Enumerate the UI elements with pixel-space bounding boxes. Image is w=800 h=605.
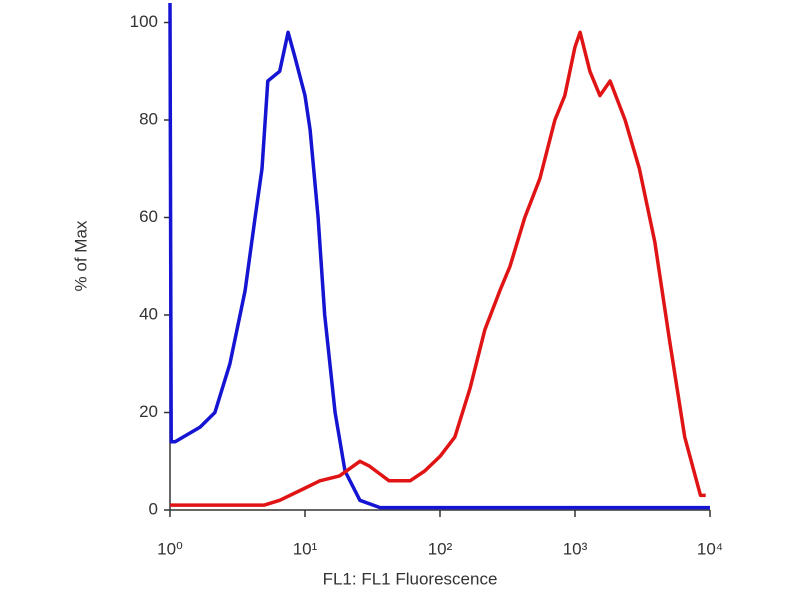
series-line — [170, 30, 706, 507]
x-tick-label: 10⁰ — [157, 539, 183, 558]
x-tick-label: 10² — [428, 539, 453, 558]
y-tick-label: 80 — [139, 109, 158, 128]
y-axis-label: % of Max — [71, 220, 90, 291]
y-tick-label: 20 — [139, 402, 158, 421]
y-tick-label: 60 — [139, 207, 158, 226]
y-tick-label: 40 — [139, 304, 158, 323]
y-tick-label: 100 — [130, 12, 158, 31]
y-tick-label: 0 — [149, 499, 158, 518]
x-tick-label: 10³ — [563, 539, 588, 558]
x-tick-label: 10¹ — [293, 539, 318, 558]
series-line — [168, 2, 710, 510]
x-tick-label: 10⁴ — [697, 539, 723, 558]
x-axis-label: FL1: FL1 Fluorescence — [323, 569, 498, 588]
